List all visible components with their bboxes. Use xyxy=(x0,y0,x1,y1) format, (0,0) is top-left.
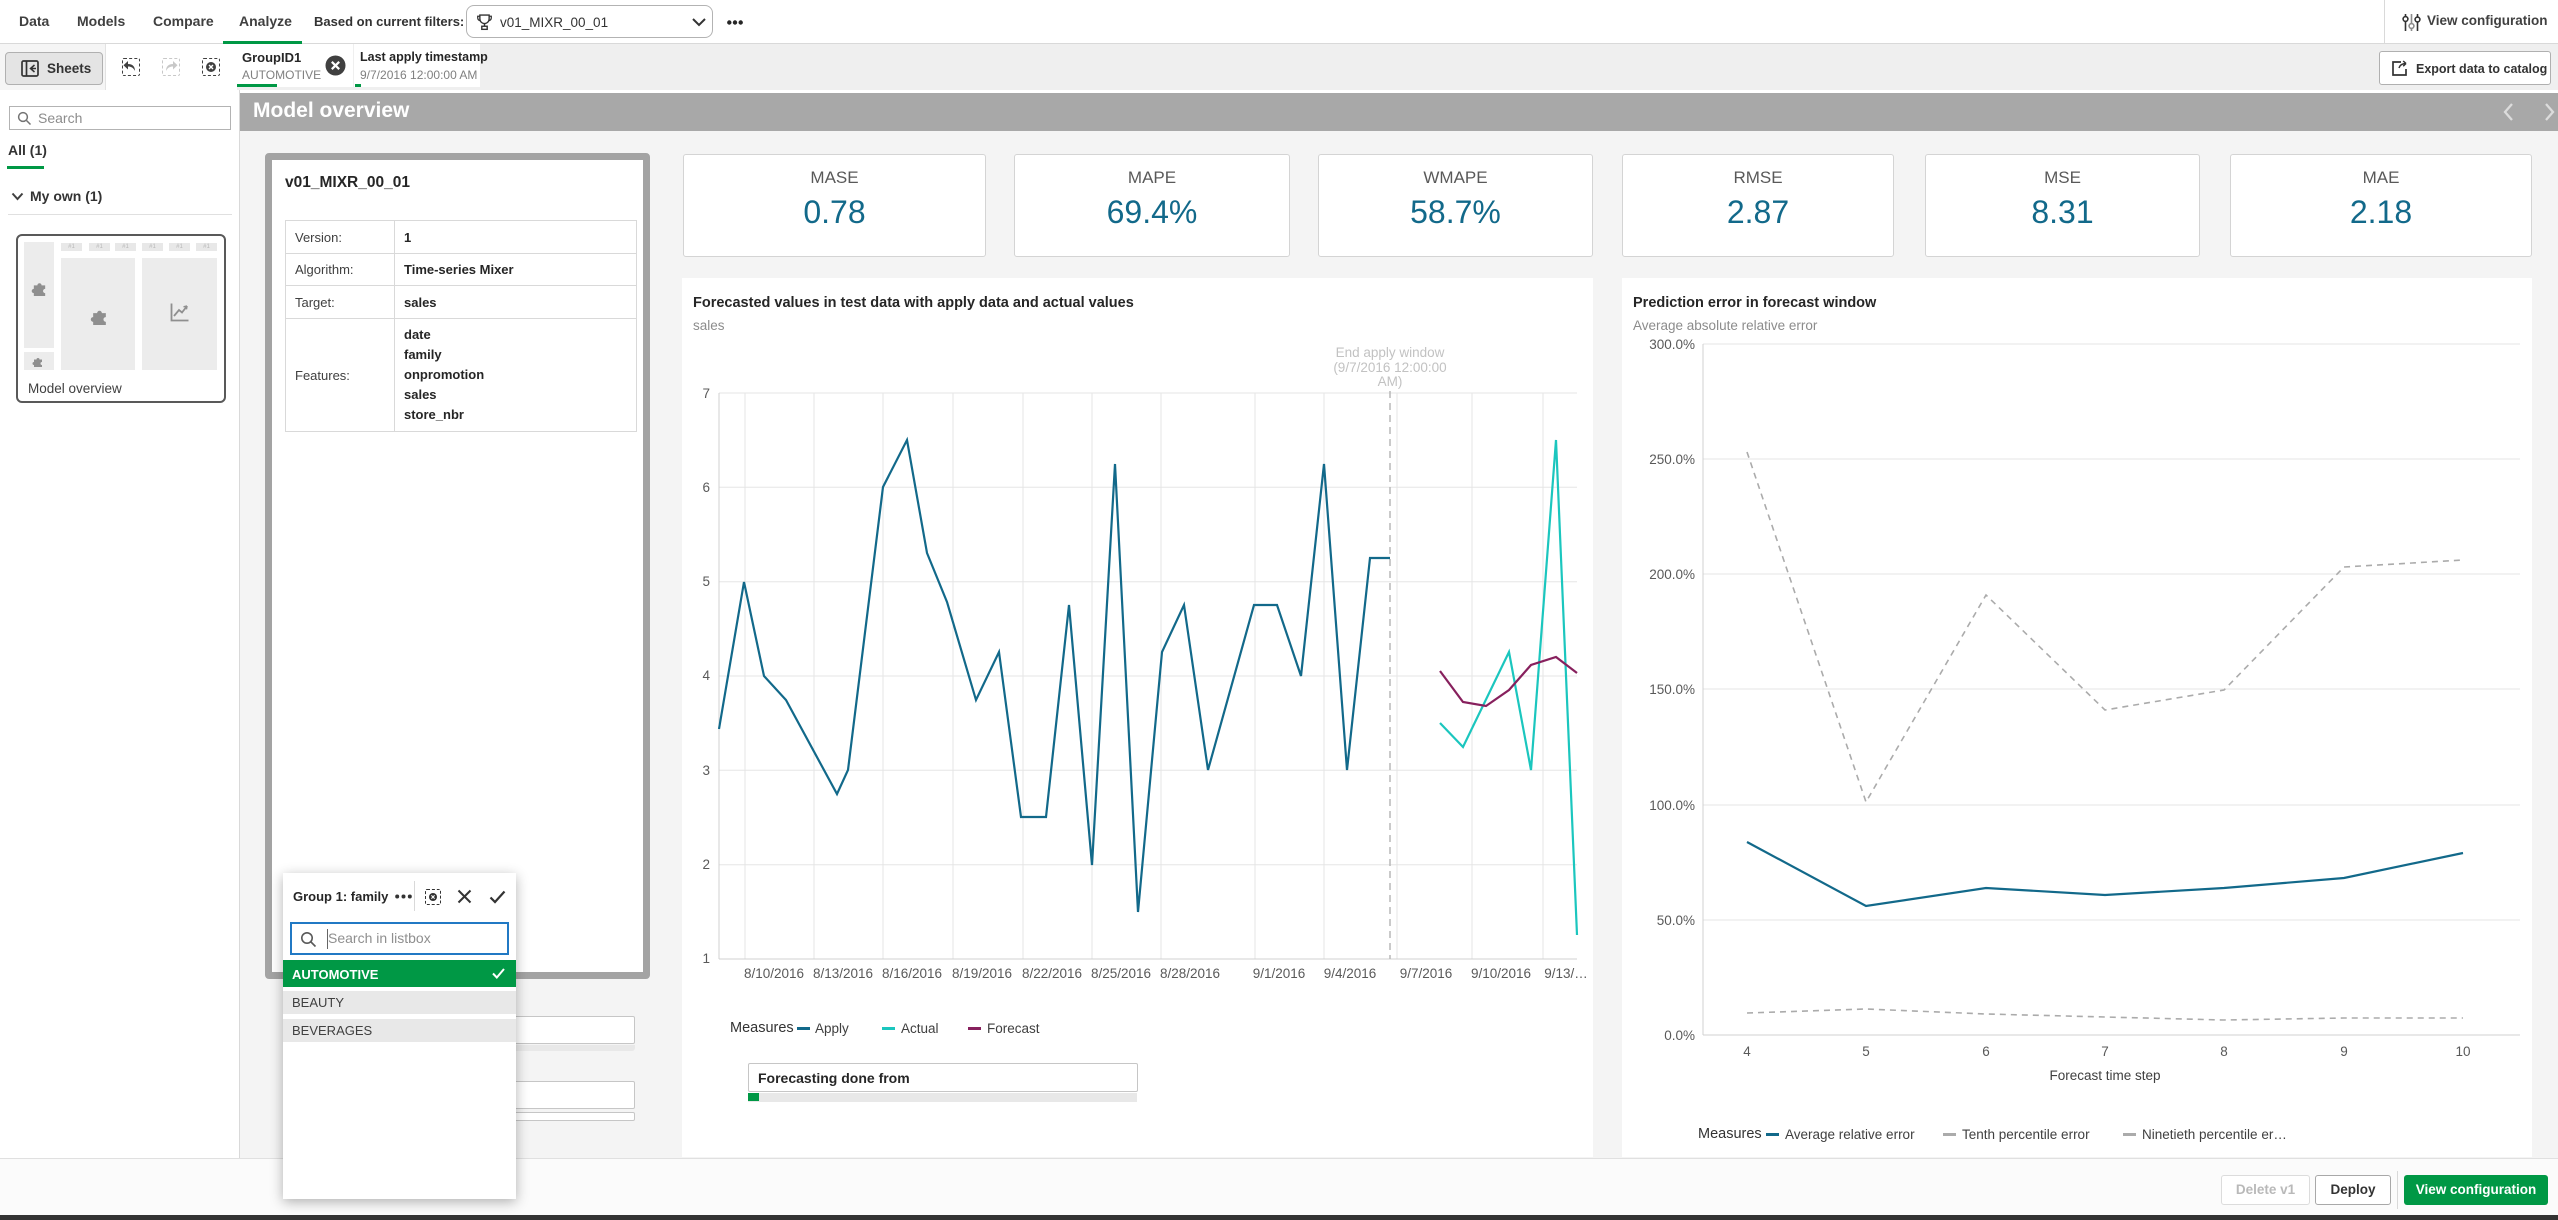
svg-text:300.0%: 300.0% xyxy=(1649,337,1695,352)
svg-text:0.0%: 0.0% xyxy=(1664,1028,1695,1043)
svg-text:6: 6 xyxy=(702,480,710,495)
svg-text:50.0%: 50.0% xyxy=(1657,913,1695,928)
svg-text:8/16/2016: 8/16/2016 xyxy=(882,966,942,981)
svg-text:1: 1 xyxy=(702,951,710,966)
svg-text:10: 10 xyxy=(2455,1044,2470,1059)
svg-text:3: 3 xyxy=(702,763,710,778)
svg-text:8: 8 xyxy=(2220,1044,2228,1059)
svg-text:200.0%: 200.0% xyxy=(1649,567,1695,582)
svg-text:6: 6 xyxy=(1982,1044,1990,1059)
svg-text:8/22/2016: 8/22/2016 xyxy=(1022,966,1082,981)
svg-text:8/25/2016: 8/25/2016 xyxy=(1091,966,1151,981)
svg-text:8/19/2016: 8/19/2016 xyxy=(952,966,1012,981)
svg-text:9/7/2016: 9/7/2016 xyxy=(1400,966,1453,981)
svg-text:Forecast time step: Forecast time step xyxy=(2049,1068,2160,1083)
svg-text:9: 9 xyxy=(2340,1044,2348,1059)
svg-text:2: 2 xyxy=(702,857,710,872)
svg-text:8/28/2016: 8/28/2016 xyxy=(1160,966,1220,981)
svg-text:4: 4 xyxy=(1743,1044,1751,1059)
svg-text:7: 7 xyxy=(702,386,710,401)
svg-text:5: 5 xyxy=(1862,1044,1870,1059)
svg-text:9/10/2016: 9/10/2016 xyxy=(1471,966,1531,981)
svg-text:8/13/2016: 8/13/2016 xyxy=(813,966,873,981)
svg-text:9/4/2016: 9/4/2016 xyxy=(1324,966,1377,981)
svg-text:8/10/2016: 8/10/2016 xyxy=(744,966,804,981)
svg-text:5: 5 xyxy=(702,574,710,589)
svg-text:100.0%: 100.0% xyxy=(1649,798,1695,813)
svg-text:4: 4 xyxy=(702,668,710,683)
svg-text:250.0%: 250.0% xyxy=(1649,452,1695,467)
svg-text:9/13/…: 9/13/… xyxy=(1544,966,1588,981)
svg-text:150.0%: 150.0% xyxy=(1649,682,1695,697)
svg-text:7: 7 xyxy=(2101,1044,2109,1059)
svg-text:9/1/2016: 9/1/2016 xyxy=(1253,966,1306,981)
